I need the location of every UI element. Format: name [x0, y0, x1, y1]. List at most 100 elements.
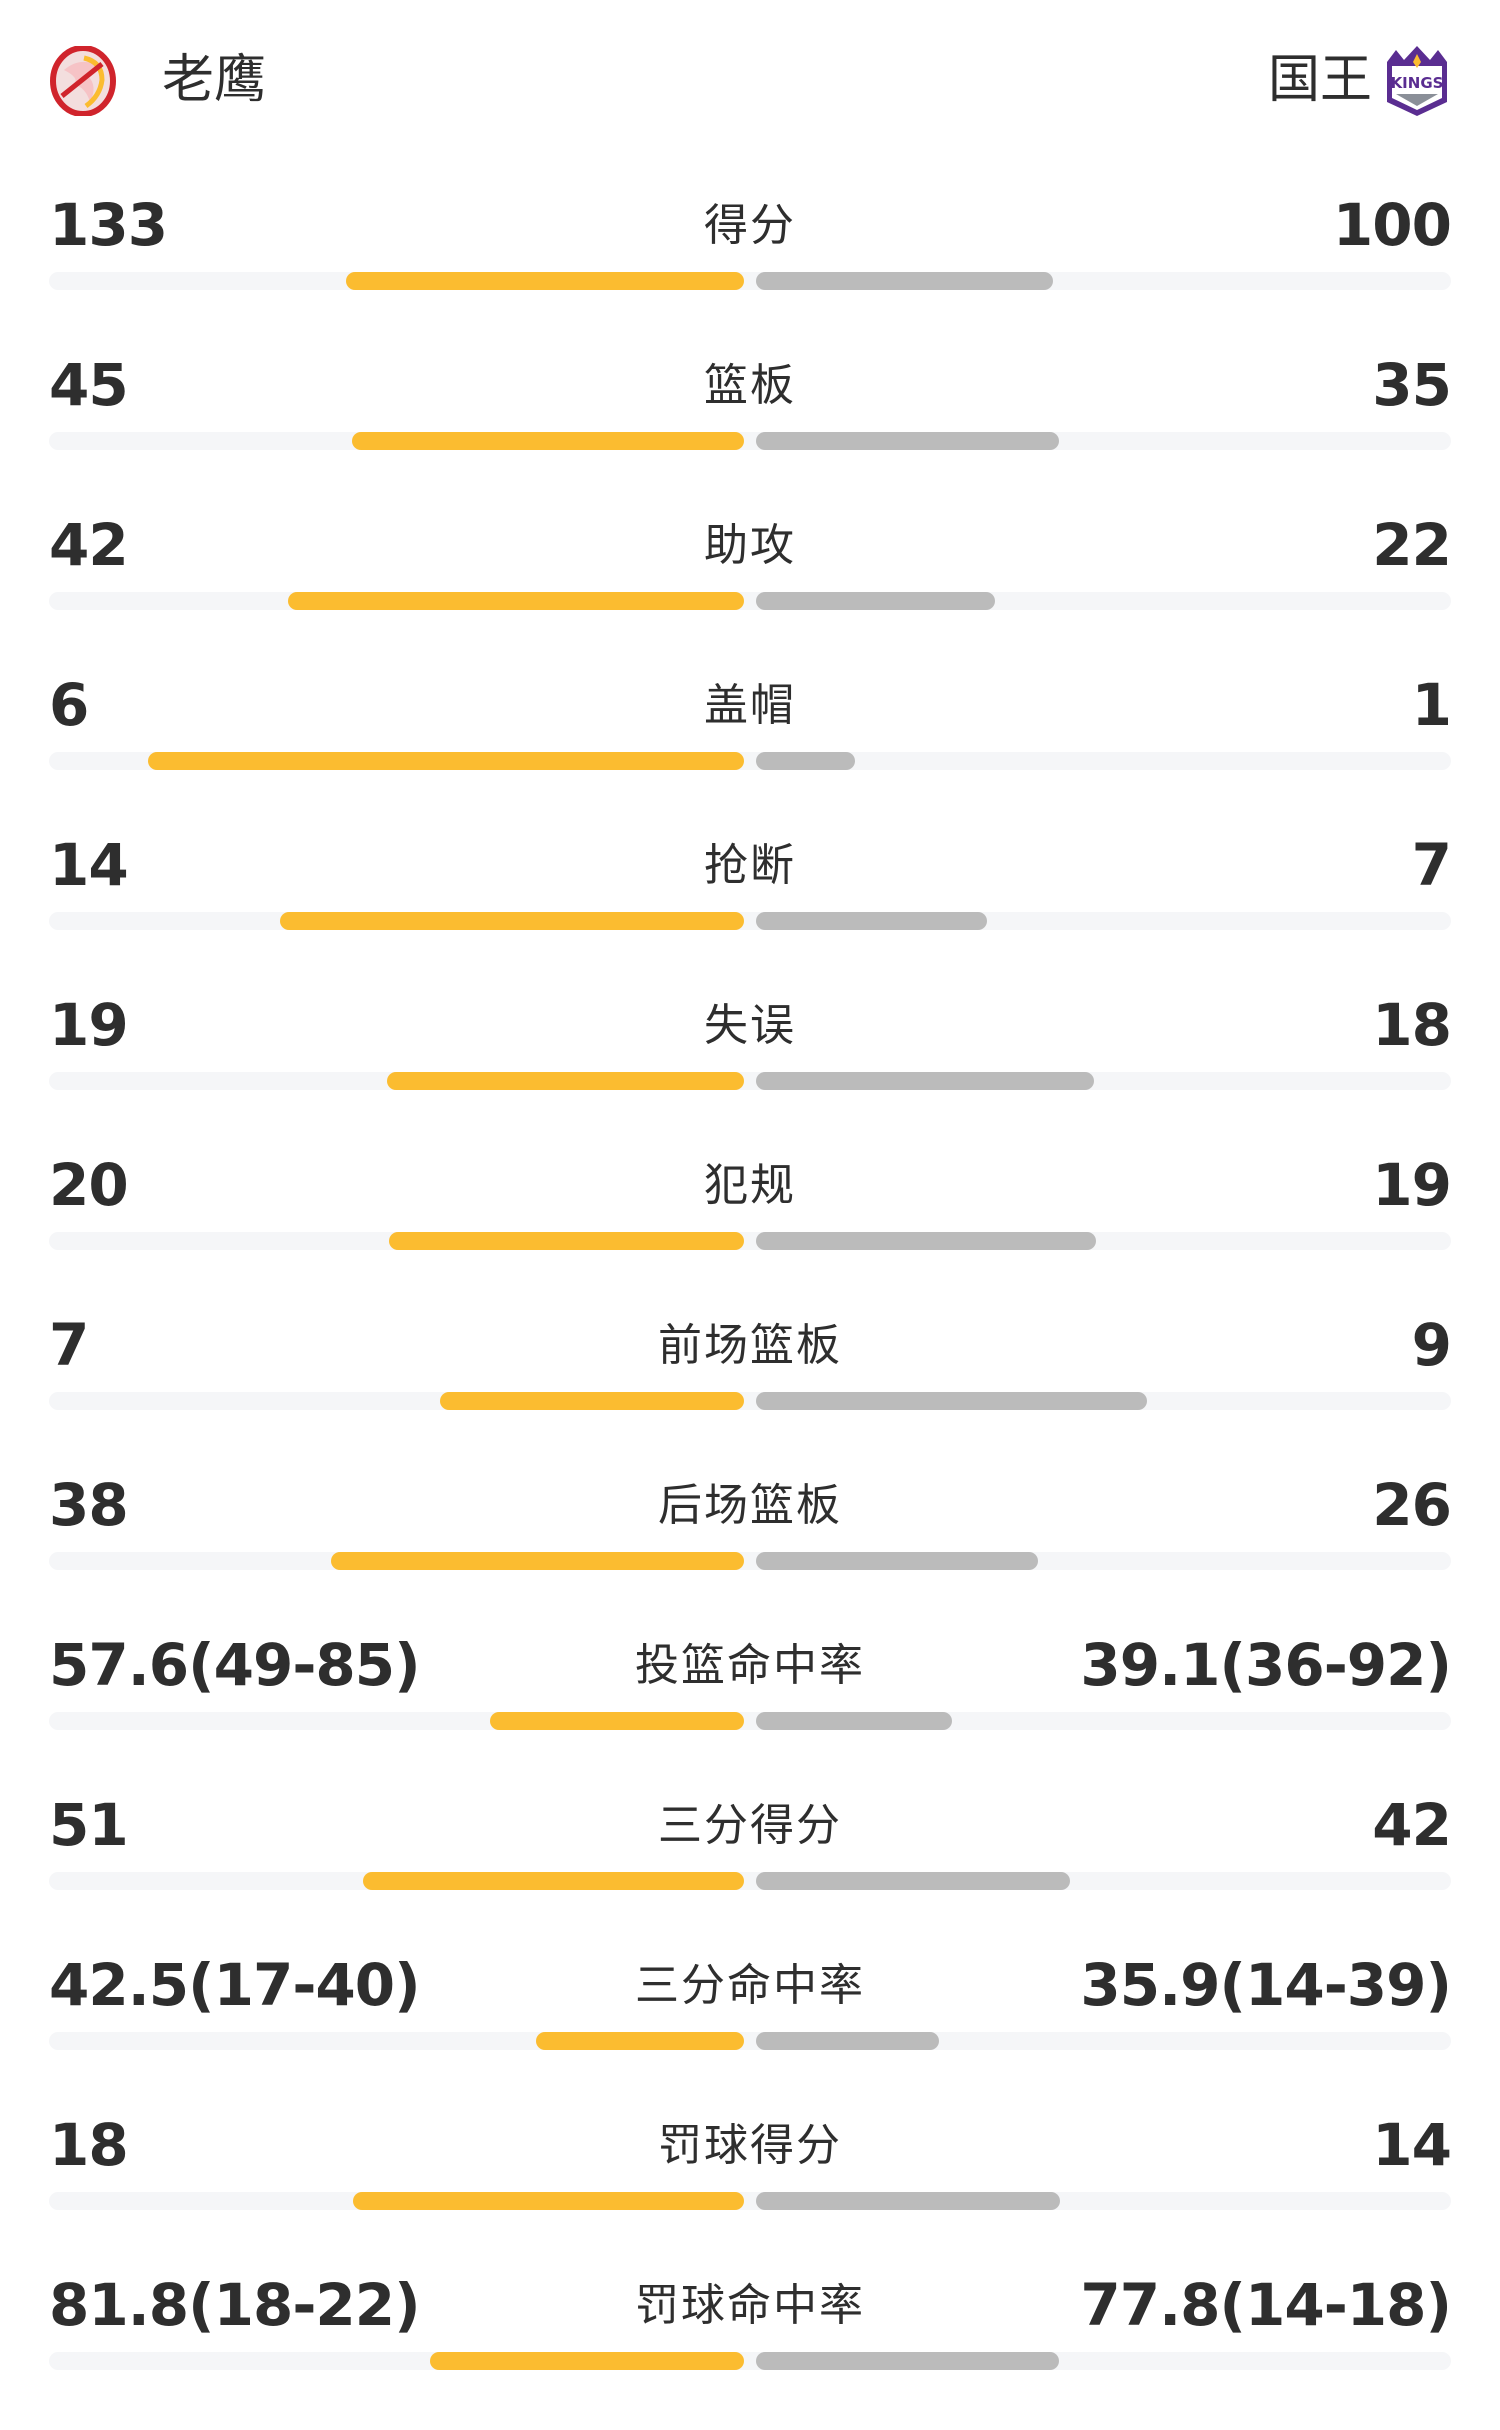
home-stat-bar — [439, 1392, 744, 1410]
stat-row: 45 篮板 35 — [49, 350, 1452, 510]
away-stat-value: 39.1(36-92) — [1080, 1631, 1452, 1699]
home-stat-bar — [489, 1712, 744, 1730]
stat-bar-track — [49, 752, 1451, 770]
stat-label: 助攻 — [704, 520, 796, 571]
stat-row: 81.8(18-22) 罚球命中率 77.8(14-18) — [49, 2270, 1452, 2430]
away-stat-bar — [756, 2352, 1060, 2370]
away-stat-value: 9 — [1411, 1311, 1452, 1379]
stat-row: 38 后场篮板 26 — [49, 1470, 1452, 1630]
stat-row: 42 助攻 22 — [49, 510, 1452, 670]
stat-row: 18 罚球得分 14 — [49, 2110, 1452, 2270]
away-stat-value: 19 — [1372, 1151, 1452, 1219]
home-stat-value: 6 — [49, 671, 89, 739]
stat-row: 14 抢断 7 — [49, 830, 1452, 990]
home-stat-bar — [331, 1552, 744, 1570]
kings-logo-icon: KINGS — [1387, 46, 1447, 116]
stat-bar-track — [49, 1072, 1451, 1090]
away-stat-value: 22 — [1372, 511, 1452, 579]
stat-label: 罚球得分 — [658, 2120, 842, 2171]
stat-bar-track — [49, 2192, 1451, 2210]
away-stat-bar — [756, 272, 1053, 290]
stat-bar-track — [49, 1392, 1451, 1410]
home-stat-bar — [388, 1232, 744, 1250]
home-team-name: 老鹰 — [162, 50, 267, 110]
away-stat-bar — [756, 752, 856, 770]
stat-label: 抢断 — [704, 840, 796, 891]
stat-row: 7 前场篮板 9 — [49, 1310, 1452, 1470]
stat-bar-track — [49, 1872, 1451, 1890]
away-stat-value: 14 — [1372, 2111, 1452, 2179]
home-stat-value: 81.8(18-22) — [49, 2271, 421, 2339]
away-stat-bar — [756, 912, 988, 930]
home-stat-bar — [288, 592, 744, 610]
home-stat-value: 7 — [49, 1311, 89, 1379]
away-stat-bar — [756, 1072, 1094, 1090]
stat-row: 42.5(17-40) 三分命中率 35.9(14-39) — [49, 1950, 1452, 2110]
stat-label: 失误 — [704, 1000, 796, 1051]
home-stat-value: 14 — [49, 831, 129, 899]
stat-bar-track — [49, 1232, 1451, 1250]
stat-label: 投篮命中率 — [635, 1640, 865, 1691]
home-stat-value: 18 — [49, 2111, 129, 2179]
stat-row: 6 盖帽 1 — [49, 670, 1452, 830]
away-stat-bar — [756, 2032, 940, 2050]
stat-label: 三分命中率 — [635, 1960, 865, 2011]
stat-bar-track — [49, 1712, 1451, 1730]
home-stat-bar — [280, 912, 744, 930]
away-stat-bar — [756, 1552, 1039, 1570]
away-stat-bar — [756, 1392, 1148, 1410]
stat-row: 19 失误 18 — [49, 990, 1452, 1150]
home-stat-bar — [386, 1072, 744, 1090]
stat-bar-track — [49, 2352, 1451, 2370]
home-stat-bar — [363, 1872, 744, 1890]
home-stat-value: 19 — [49, 991, 129, 1059]
away-stat-bar — [756, 2192, 1061, 2210]
stat-label: 篮板 — [704, 360, 796, 411]
away-team-name: 国王 — [1267, 50, 1372, 110]
home-stat-value: 42.5(17-40) — [49, 1951, 421, 2019]
away-stat-value: 77.8(14-18) — [1080, 2271, 1452, 2339]
away-stat-value: 26 — [1372, 1471, 1452, 1539]
stat-label: 后场篮板 — [658, 1480, 842, 1531]
kings-logo-text: KINGS — [1391, 74, 1444, 92]
away-stat-bar — [756, 432, 1060, 450]
stat-label: 三分得分 — [658, 1800, 842, 1851]
stat-label: 犯规 — [704, 1160, 796, 1211]
home-stat-value: 45 — [49, 351, 129, 419]
stat-label: 得分 — [704, 200, 796, 251]
away-stat-value: 35 — [1372, 351, 1452, 419]
away-stat-value: 1 — [1411, 671, 1452, 739]
away-stat-value: 35.9(14-39) — [1080, 1951, 1452, 2019]
stat-bar-track — [49, 912, 1451, 930]
home-stat-value: 38 — [49, 1471, 129, 1539]
stat-row: 20 犯规 19 — [49, 1150, 1452, 1310]
away-stat-bar — [756, 1712, 952, 1730]
away-stat-bar — [756, 1232, 1096, 1250]
home-stat-value: 133 — [49, 191, 168, 259]
away-stat-value: 18 — [1372, 991, 1452, 1059]
home-stat-bar — [429, 2352, 744, 2370]
stat-label: 盖帽 — [704, 680, 796, 731]
stat-row: 57.6(49-85) 投篮命中率 39.1(36-92) — [49, 1630, 1452, 1790]
away-stat-bar — [756, 592, 996, 610]
away-stat-value: 42 — [1372, 1791, 1452, 1859]
home-stat-value: 20 — [49, 1151, 129, 1219]
home-stat-bar — [352, 432, 744, 450]
home-stat-bar — [535, 2032, 744, 2050]
stat-label: 前场篮板 — [658, 1320, 842, 1371]
stat-row: 51 三分得分 42 — [49, 1790, 1452, 1950]
stat-label: 罚球命中率 — [635, 2280, 865, 2331]
home-stat-bar — [345, 272, 744, 290]
stat-bar-track — [49, 1552, 1451, 1570]
away-stat-bar — [756, 1872, 1071, 1890]
home-stat-value: 57.6(49-85) — [49, 1631, 421, 1699]
stat-bar-track — [49, 432, 1451, 450]
team-header: 老鹰 国王 KINGS — [0, 0, 1500, 160]
stat-bar-track — [49, 272, 1451, 290]
home-stat-value: 51 — [49, 1791, 129, 1859]
away-stat-value: 100 — [1332, 191, 1452, 259]
home-stat-bar — [148, 752, 744, 770]
home-stat-value: 42 — [49, 511, 129, 579]
hawks-logo-icon — [50, 46, 116, 116]
stat-bar-track — [49, 2032, 1451, 2050]
